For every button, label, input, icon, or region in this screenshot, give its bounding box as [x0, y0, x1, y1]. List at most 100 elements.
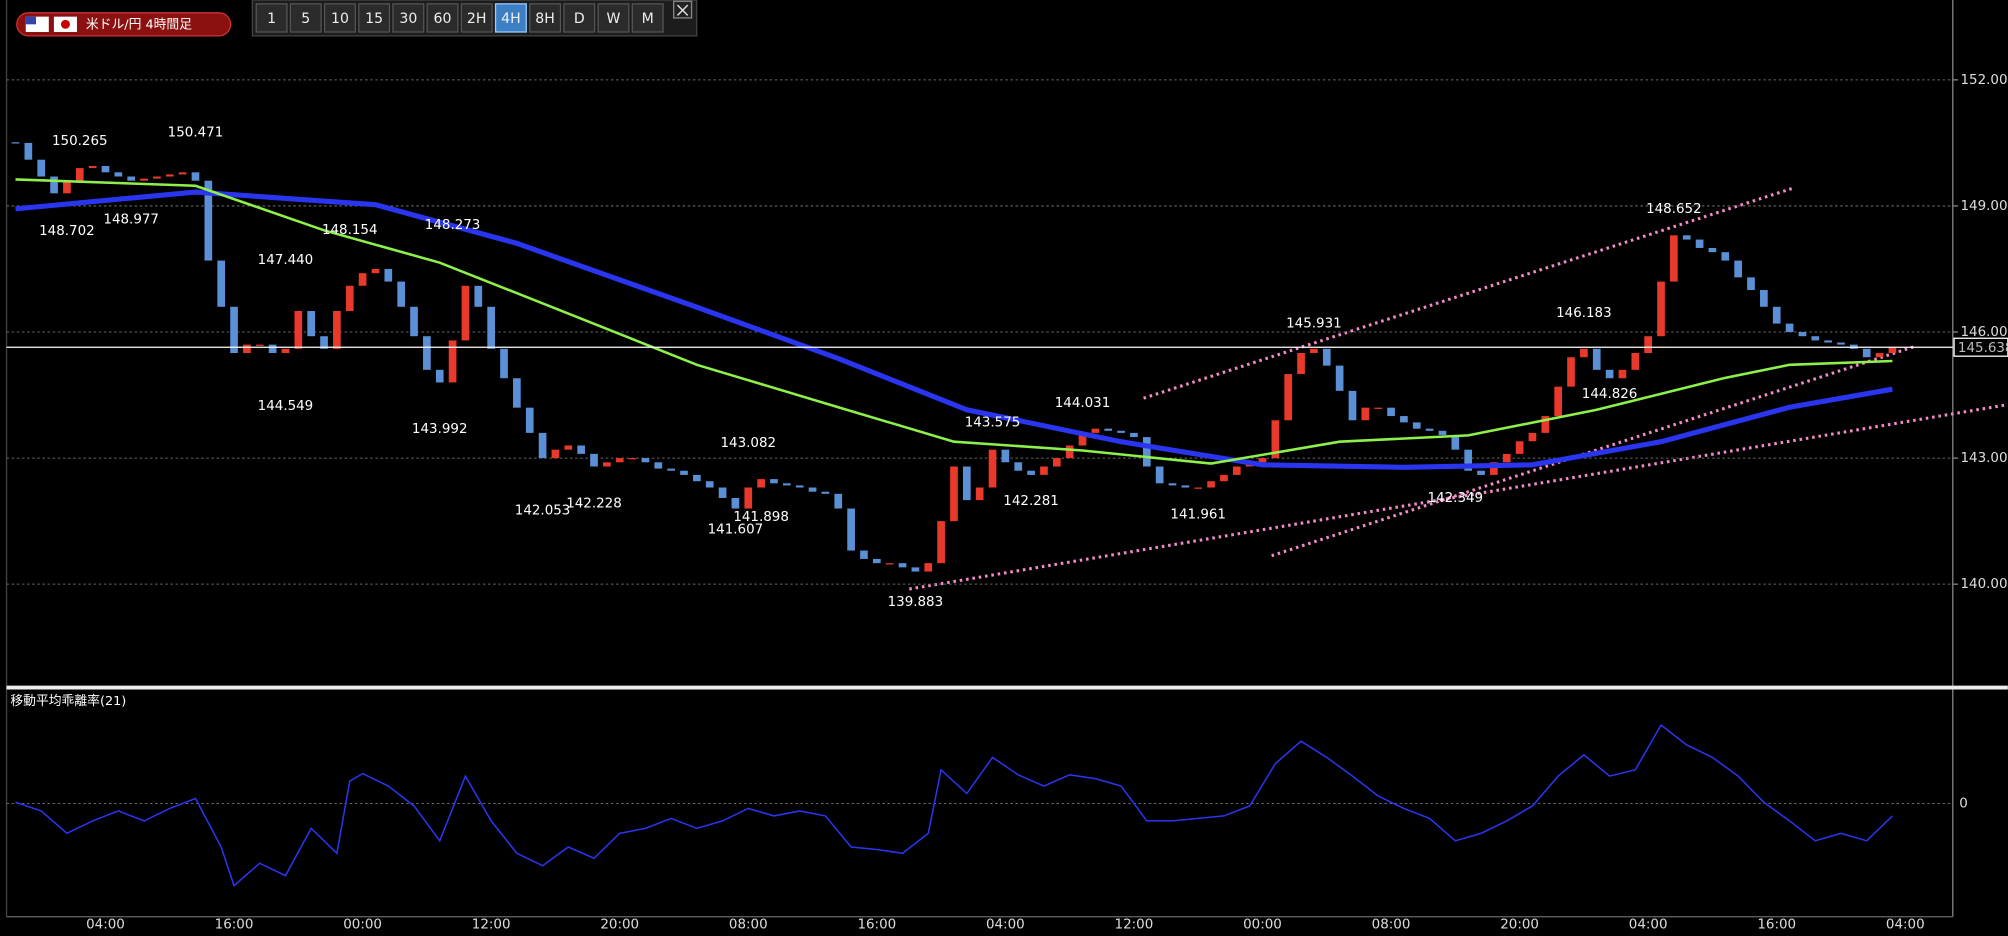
candle — [423, 336, 431, 370]
candle — [1194, 487, 1203, 489]
candle — [1117, 430, 1125, 433]
button-label: 2H — [467, 11, 487, 27]
candle — [397, 281, 406, 307]
x-tick-label: 00:00 — [1243, 917, 1282, 932]
candle — [487, 306, 496, 349]
x-tick-label: 12:00 — [1115, 917, 1154, 932]
candle — [1708, 247, 1717, 253]
candle — [1760, 289, 1768, 307]
timeframe-button[interactable]: 4H — [494, 3, 527, 33]
candle — [320, 336, 328, 349]
candle — [744, 487, 753, 509]
candle — [243, 344, 251, 354]
low-label: 142.281 — [1003, 494, 1059, 509]
candle — [1477, 470, 1485, 475]
candle — [564, 445, 573, 450]
candle — [1284, 374, 1293, 421]
candle — [114, 172, 123, 177]
candle — [63, 180, 71, 194]
close-icon — [676, 4, 689, 16]
candle — [962, 466, 971, 501]
x-tick-label: 12:00 — [472, 917, 511, 932]
candle — [1695, 239, 1704, 248]
candle — [808, 487, 817, 492]
x-tick-label: 08:00 — [1372, 917, 1411, 932]
candle — [153, 176, 161, 179]
symbol-badge[interactable]: 米ドル/円 4時間足 — [16, 12, 232, 37]
timeframe-button[interactable]: 2H — [460, 3, 493, 33]
x-tick-label: 04:00 — [986, 917, 1025, 932]
timeframe-button[interactable]: 60 — [426, 3, 459, 33]
candle — [525, 407, 534, 433]
candle — [140, 178, 148, 181]
candle — [1168, 483, 1177, 486]
candle — [1310, 348, 1318, 354]
candle — [898, 563, 907, 568]
timeframe-button[interactable]: 5 — [289, 3, 322, 33]
x-tick-label: 04:00 — [86, 917, 125, 932]
candle — [1554, 386, 1563, 417]
high-label: 143.575 — [965, 415, 1021, 430]
low-label: 142.228 — [566, 496, 622, 511]
candle — [1824, 340, 1832, 343]
candle — [1001, 449, 1010, 463]
candle — [538, 432, 547, 459]
candle — [590, 453, 598, 467]
candle — [1425, 428, 1434, 431]
candle — [615, 458, 624, 463]
timeframe-button[interactable]: M — [631, 3, 664, 33]
timeframe-button[interactable]: 10 — [323, 3, 356, 33]
candle — [847, 508, 855, 551]
timeframe-button[interactable]: 8H — [529, 3, 562, 33]
candle — [885, 563, 894, 565]
button-face — [597, 3, 630, 33]
candle — [718, 487, 727, 499]
candle — [1618, 369, 1627, 379]
button-face — [358, 3, 391, 33]
candle — [1541, 416, 1550, 433]
candle — [230, 306, 238, 354]
trend-line — [1271, 344, 1918, 558]
candle — [1811, 336, 1820, 341]
trend-line — [1143, 186, 1794, 400]
x-tick-label: 16:00 — [1757, 917, 1796, 932]
candle — [88, 166, 97, 169]
candle — [384, 268, 393, 282]
button-label: 60 — [434, 11, 452, 27]
candle — [937, 521, 945, 564]
low-label: 144.549 — [258, 399, 314, 414]
candle — [577, 445, 585, 454]
x-tick-label: 20:00 — [600, 917, 639, 932]
timeframe-button[interactable]: W — [597, 3, 630, 33]
high-label: 148.273 — [425, 218, 481, 233]
candle — [1374, 407, 1383, 409]
candle — [1040, 466, 1048, 475]
timeframe-button[interactable]: 1 — [255, 3, 288, 33]
high-label: 144.031 — [1055, 396, 1111, 411]
timeframe-button[interactable]: 15 — [358, 3, 391, 33]
last-price-label: 145.638 — [1958, 341, 2008, 356]
candle — [345, 285, 354, 311]
moving-average — [15, 189, 1893, 470]
symbol-label: 米ドル/円 4時間足 — [86, 17, 192, 32]
candle — [217, 260, 226, 307]
x-tick-label: 04:00 — [1629, 917, 1668, 932]
candle — [731, 498, 740, 509]
timeframe-button[interactable]: D — [563, 3, 596, 33]
button-face — [392, 3, 425, 33]
low-label: 143.992 — [412, 422, 468, 437]
candle — [474, 285, 483, 307]
candle — [37, 159, 46, 177]
candle — [782, 483, 791, 486]
trend-line — [908, 403, 2008, 591]
timeframe-button[interactable]: 30 — [392, 3, 425, 33]
candle — [1837, 342, 1845, 345]
close-button[interactable] — [673, 0, 693, 19]
candle — [1078, 432, 1087, 446]
button-label: 1 — [267, 11, 276, 27]
candle — [127, 176, 136, 181]
candle — [1451, 434, 1460, 450]
candle — [950, 466, 958, 522]
low-label: 141.961 — [1170, 508, 1226, 523]
